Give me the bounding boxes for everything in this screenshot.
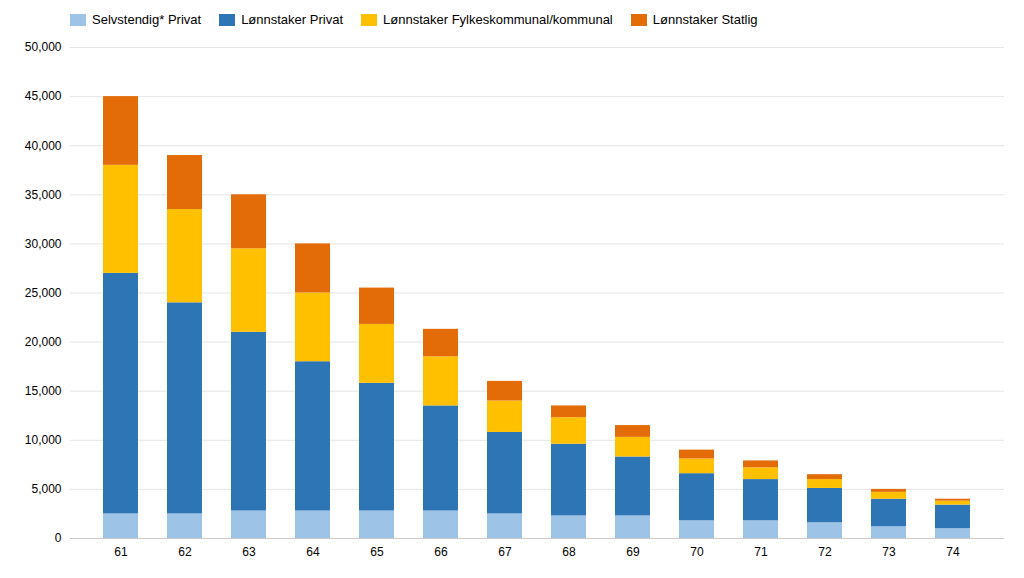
svg-text:30,000: 30,000 [25,237,62,251]
svg-text:5,000: 5,000 [31,482,61,496]
svg-text:73: 73 [882,545,896,559]
svg-text:15,000: 15,000 [25,384,62,398]
svg-text:61: 61 [114,545,128,559]
svg-text:68: 68 [562,545,576,559]
svg-text:25,000: 25,000 [25,286,62,300]
svg-text:50,000: 50,000 [25,40,62,54]
svg-text:71: 71 [754,545,768,559]
svg-text:74: 74 [946,545,960,559]
html-text:Lønnstaker Fylkeskommunal/komm: Lønnstaker Fylkeskommunal/kommunal [383,12,613,27]
svg-text:62: 62 [178,545,192,559]
svg-text:45,000: 45,000 [25,89,62,103]
svg-text:64: 64 [306,545,320,559]
svg-text:72: 72 [818,545,832,559]
svg-text:67: 67 [498,545,512,559]
html-text:Lønnstaker Statlig: Lønnstaker Statlig [652,12,758,27]
html-text:Lønnstaker Privat: Lønnstaker Privat [241,12,343,27]
svg-text:63: 63 [242,545,256,559]
svg-text:20,000: 20,000 [25,335,62,349]
svg-text:40,000: 40,000 [25,139,62,153]
html-text:Selvstendig* Privat: Selvstendig* Privat [92,12,202,27]
svg-text:69: 69 [626,545,640,559]
svg-text:70: 70 [690,545,704,559]
svg-text:35,000: 35,000 [25,188,62,202]
svg-text:10,000: 10,000 [25,433,62,447]
svg-text:0: 0 [55,531,62,545]
svg-text:65: 65 [370,545,384,559]
svg-text:66: 66 [434,545,448,559]
